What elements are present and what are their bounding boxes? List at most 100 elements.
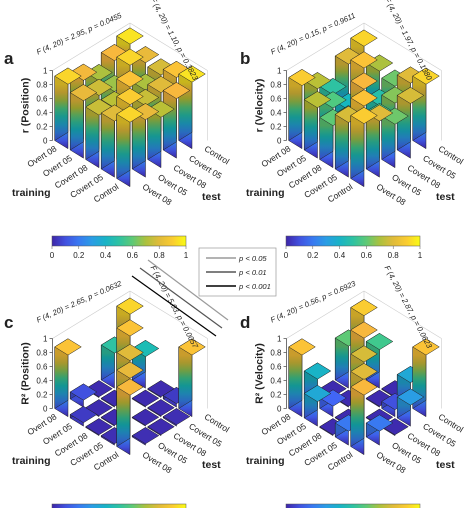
z-tick-label: 0.4 [270,109,282,118]
bar [131,426,160,446]
panel-letter-c: c [4,313,13,332]
panel-a: 00.20.40.60.81r (Position)Control Overt 0… [12,0,231,260]
colorbar-c: 00.20.40.60.81 [51,503,187,508]
significance-line [139,267,223,329]
colorbar-tick-label: 0.6 [127,251,139,260]
bar [54,67,82,150]
z-tick-label: 0 [277,405,282,414]
bars-b [288,29,440,188]
z-tick-label: 1 [277,335,282,344]
stat-left: F (4, 20) = 0.15, p = 0.9611 [269,11,356,57]
z-axis-label: r (Velocity) [254,79,266,133]
y-axis-label: test [436,191,455,203]
colorbar-tick-label: 0 [50,251,55,260]
bar [100,336,129,389]
bar [147,399,175,418]
colorbar-tick-label: 0.2 [307,251,319,260]
bar [131,408,160,427]
legend-label-p01: p < 0.01 [238,268,267,277]
z-tick-label: 0.6 [270,95,282,104]
z-tick-label: 0.2 [36,391,48,400]
z-axis-label: R² (Position) [20,342,32,404]
colorbar-tick-label: 1 [184,251,189,260]
bar [100,104,129,178]
bar [365,332,394,389]
z-tick-label: 0.6 [270,363,282,372]
bar [365,104,394,178]
colorbar-tick-label: 0.4 [334,251,346,260]
bar [178,338,206,418]
bar [350,378,378,456]
z-tick-label: 0.8 [36,349,48,358]
panel-letter-a: a [4,49,14,68]
bars-a [54,27,206,188]
legend-label-p05: p < 0.05 [238,254,267,263]
stat-left: F (4, 20) = 0.56, p = 0.6923 [269,279,358,325]
z-tick-label: 0 [43,137,48,146]
bar [303,90,332,159]
bar [116,378,144,456]
bar [288,338,316,418]
legend-label-p001: p < 0.001 [238,282,271,291]
stat-left: F (4, 20) = 2.65, p = 0.0632 [35,279,124,325]
colorbar-d: 00.20.40.60.81 [285,503,421,508]
z-axis-b: 0 0.2 0.4 0.6 0.8 1 r (Velocity) [254,67,287,146]
z-tick-label: 0.2 [270,391,282,400]
colorbar-a: 0 0.2 0.4 0.6 0.8 1 [50,235,189,260]
bar [147,418,175,437]
bar [412,338,440,418]
z-tick-label: 0 [43,405,48,414]
bar [116,105,144,188]
panel-letter-b: b [240,49,250,68]
z-tick-label: 0.8 [270,349,282,358]
z-axis-d: 0 0.2 0.4 0.6 0.8 1 R² (Velocity) [254,335,287,414]
z-tick-label: 0.6 [36,363,48,372]
colorbar-tick-label: 0 [284,251,289,260]
panel-b: 00.20.40.60.81r (Velocity)Control Overt 0… [246,0,465,260]
significance-line [131,275,217,337]
bar [412,67,440,150]
bar [396,388,425,427]
bar [350,106,378,188]
z-tick-label: 0.4 [270,377,282,386]
y-axis-label: test [202,459,221,471]
bar [131,389,160,408]
bar [54,338,82,418]
colorbar-tick-label: 0.2 [73,251,85,260]
colorbar-tick-label: 1 [418,251,423,260]
significance-legend: p < 0.05 p < 0.01 p < 0.001 [198,247,277,297]
colorbar-tick-label: 0.8 [388,251,400,260]
z-axis-label: r (Position) [20,78,32,133]
bar [162,407,191,427]
z-tick-label: 1 [277,67,282,76]
bar [303,384,332,427]
z-tick-label: 0 [277,137,282,146]
x-axis-label: training [246,187,285,199]
z-tick-label: 0.2 [270,123,282,132]
z-tick-label: 0.8 [270,81,282,90]
z-tick-label: 1 [43,67,48,76]
z-axis-a: 0 0.2 0.4 0.6 0.8 1 r (Position) [20,67,53,146]
bars-c [54,297,206,456]
colorbar-tick-label: 0.8 [154,251,166,260]
x-axis-label: training [12,455,51,467]
z-tick-label: 0.2 [36,123,48,132]
bar [69,83,98,159]
z-tick-label: 0.4 [36,109,48,118]
z-tick-label: 0.8 [36,81,48,90]
bars-d [288,298,440,456]
colorbar-b: 0 0.2 0.4 0.6 0.8 1 [284,235,423,260]
bar [69,405,98,427]
bar [288,68,316,150]
bar [85,418,113,437]
x-axis-label: training [246,455,285,467]
colorbar-tick-label: 0.4 [100,251,112,260]
bar [131,339,160,389]
bar [365,414,394,446]
x-axis-label: training [12,187,51,199]
z-axis-label: R² (Velocity) [254,343,266,404]
panel-letter-d: d [240,313,250,332]
